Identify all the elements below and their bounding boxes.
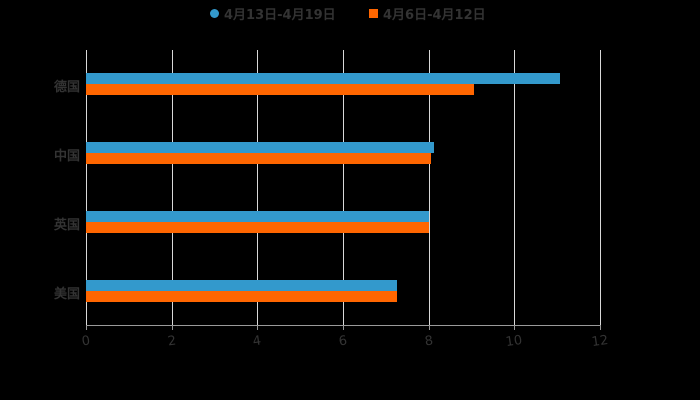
legend-label-series-1: 4月13日-4月19日 [224, 7, 336, 23]
y-category-label: 英国 [53, 218, 80, 233]
legend-item-series-1[interactable]: 4月13日-4月19日 [210, 3, 336, 23]
x-tick [600, 325, 601, 330]
bar-series-2[interactable] [86, 291, 397, 302]
bar-series-1[interactable] [86, 73, 560, 84]
x-tick-label: 0 [80, 333, 92, 350]
gridline [86, 50, 87, 326]
chart-legend: 4月13日-4月19日 4月6日-4月12日 [0, 3, 700, 23]
square-marker-icon [369, 8, 378, 18]
x-tick [86, 325, 87, 330]
gridline [172, 50, 173, 326]
x-tick-label: 12 [590, 332, 610, 351]
bar-series-2[interactable] [86, 153, 431, 164]
x-tick-label: 6 [337, 333, 349, 350]
x-tick [343, 325, 344, 330]
circle-marker-icon [210, 8, 219, 18]
x-tick-label: 2 [166, 333, 178, 350]
y-category-label: 德国 [53, 80, 80, 95]
y-category-label: 中国 [53, 149, 80, 164]
y-category-label: 美国 [53, 287, 80, 302]
x-tick-label: 10 [504, 332, 524, 351]
bar-series-1[interactable] [86, 280, 397, 291]
gridline [343, 50, 344, 326]
bar-series-1[interactable] [86, 142, 434, 153]
bar-series-2[interactable] [86, 222, 429, 233]
x-tick [514, 325, 515, 330]
gridline [600, 50, 601, 326]
bar-series-1[interactable] [86, 211, 429, 222]
gridline [514, 50, 515, 326]
bar-series-2[interactable] [86, 84, 474, 95]
gridline [257, 50, 258, 326]
x-tick [429, 325, 430, 330]
x-tick [172, 325, 173, 330]
x-tick [257, 325, 258, 330]
x-tick-label: 4 [251, 333, 263, 350]
gridline [429, 50, 430, 326]
legend-item-series-2[interactable]: 4月6日-4月12日 [369, 3, 486, 23]
x-tick-label: 8 [423, 333, 435, 350]
legend-label-series-2: 4月6日-4月12日 [383, 7, 486, 23]
